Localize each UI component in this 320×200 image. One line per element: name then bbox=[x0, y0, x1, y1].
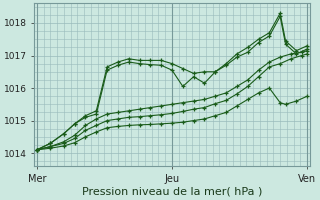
X-axis label: Pression niveau de la mer( hPa ): Pression niveau de la mer( hPa ) bbox=[82, 187, 262, 197]
